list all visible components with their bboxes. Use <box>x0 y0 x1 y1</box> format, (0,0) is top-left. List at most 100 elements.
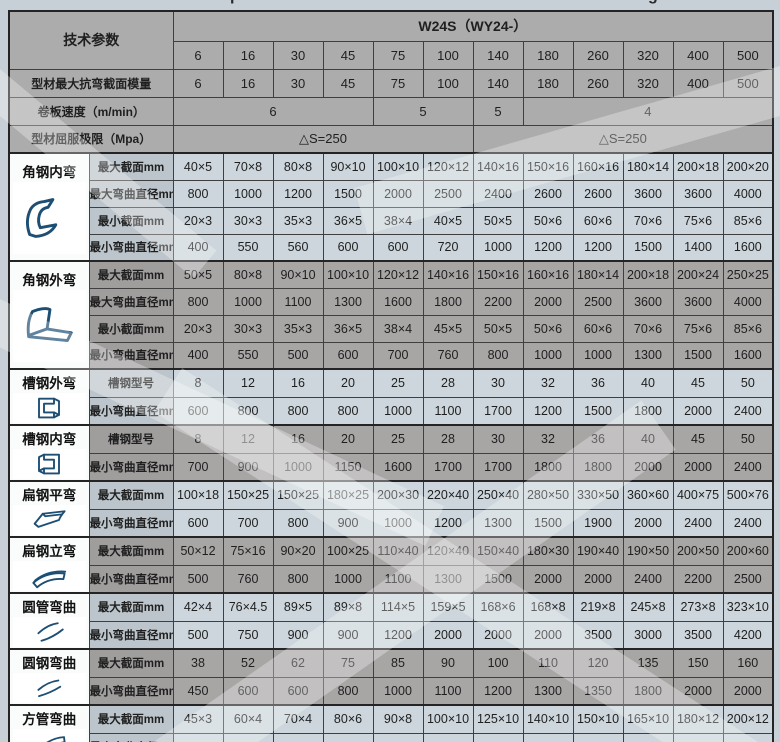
value-cell: 200×18 <box>672 152 724 181</box>
value-cell: 1800 <box>522 452 574 482</box>
value-cell: 760 <box>422 341 474 370</box>
spec-value-cell: 400 <box>672 68 724 98</box>
value-cell: 8 <box>172 368 224 398</box>
spec-value-cell: 180 <box>522 68 574 98</box>
column-header-cell: 6 <box>172 40 224 70</box>
value-cell: 125×10 <box>472 704 524 734</box>
value-cell: 2000 <box>472 620 524 650</box>
section-cell: 角钢内弯 <box>8 152 90 262</box>
value-cell: 140×10 <box>522 704 574 734</box>
value-cell: 2600 <box>572 179 624 208</box>
column-header-cell: 16 <box>222 40 274 70</box>
value-cell: 180×14 <box>622 152 674 181</box>
value-cell: 750 <box>172 732 224 742</box>
value-cell: 45 <box>672 424 724 454</box>
value-cell: 50×5 <box>472 314 524 343</box>
value-cell: 150 <box>672 648 724 678</box>
value-cell: 1500 <box>572 396 624 426</box>
column-header-cell: 30 <box>272 40 324 70</box>
value-cell: 4000 <box>722 179 774 208</box>
value-cell: 3500 <box>672 732 724 742</box>
value-cell: 1100 <box>272 287 324 316</box>
value-cell: 1600 <box>372 287 424 316</box>
section-icon-box <box>13 290 86 362</box>
value-cell: 2200 <box>472 287 524 316</box>
value-cell: 550 <box>222 341 274 370</box>
value-cell: 200×30 <box>372 480 424 510</box>
value-cell: 1000 <box>222 179 274 208</box>
channel-steel-inner-bend-icon <box>38 453 61 475</box>
section-icon-box <box>13 449 86 479</box>
value-cell: 200×18 <box>622 260 674 289</box>
value-cell: 250×40 <box>472 480 524 510</box>
row-label-cell: 最小弯曲直径mm <box>88 233 174 262</box>
value-cell: 50×12 <box>172 536 224 566</box>
angle-steel-outer-bend-icon <box>26 307 73 342</box>
section-cell: 方管弯曲 <box>8 704 90 742</box>
value-cell: 5000 <box>722 732 774 742</box>
value-cell: 1200 <box>372 620 424 650</box>
value-cell: 560 <box>272 233 324 262</box>
value-cell: 800 <box>472 341 524 370</box>
value-cell: 550 <box>222 233 274 262</box>
value-cell: 159×5 <box>422 592 474 622</box>
value-cell: 80×6 <box>322 704 374 734</box>
value-cell: 219×8 <box>572 592 624 622</box>
value-cell: 220×40 <box>422 480 474 510</box>
value-cell: 1500 <box>672 341 724 370</box>
value-cell: 1300 <box>322 287 374 316</box>
flat-steel-edge-bend-icon <box>32 570 67 589</box>
value-cell: 2000 <box>622 508 674 538</box>
value-cell: 4200 <box>722 620 774 650</box>
value-cell: 190×50 <box>622 536 674 566</box>
value-cell: 2000 <box>672 676 724 706</box>
row-label-cell: 最大截面mm <box>88 536 174 566</box>
spec-value-cell: 6 <box>172 68 224 98</box>
value-cell: 38×4 <box>372 206 424 235</box>
row-label-cell: 最大截面mm <box>88 704 174 734</box>
value-cell: 4000 <box>722 287 774 316</box>
section-cell: 圆钢弯曲 <box>8 648 90 706</box>
value-cell: 1000 <box>472 233 524 262</box>
value-cell: 1400 <box>672 233 724 262</box>
value-cell: 2400 <box>722 452 774 482</box>
value-cell: 2500 <box>572 287 624 316</box>
value-cell: 700 <box>372 341 424 370</box>
value-cell: 25 <box>372 368 424 398</box>
value-cell: 1100 <box>422 676 474 706</box>
value-cell: 120×12 <box>422 152 474 181</box>
value-cell: 150×25 <box>272 480 324 510</box>
spec-row-label: 型材最大抗弯截面模量 <box>8 68 174 98</box>
value-cell: 20 <box>322 368 374 398</box>
spec-value-cell: 260 <box>572 68 624 98</box>
value-cell: 60×4 <box>222 704 274 734</box>
value-cell: 1700 <box>472 396 524 426</box>
value-cell: 90×20 <box>272 536 324 566</box>
value-cell: 20 <box>322 424 374 454</box>
value-cell: 1600 <box>372 452 424 482</box>
value-cell: 1300 <box>522 676 574 706</box>
value-cell: 1000 <box>272 732 324 742</box>
value-cell: 1500 <box>472 564 524 594</box>
value-cell: 1000 <box>272 452 324 482</box>
value-cell: 1800 <box>572 452 624 482</box>
section-cell: 扁钢平弯 <box>8 480 90 538</box>
row-label-cell: 最小弯曲直径mm <box>88 564 174 594</box>
spec-value-cell: 500 <box>722 68 774 98</box>
value-cell: 273×8 <box>672 592 724 622</box>
value-cell: 2400 <box>722 396 774 426</box>
section-name: 圆钢弯曲 <box>22 656 77 671</box>
value-cell: 1500 <box>522 508 574 538</box>
column-header-cell: 75 <box>372 40 424 70</box>
value-cell: 1200 <box>422 508 474 538</box>
section-icon-box <box>13 673 86 703</box>
value-cell: 28 <box>422 424 474 454</box>
value-cell: 12 <box>222 424 274 454</box>
value-cell: 70×6 <box>622 314 674 343</box>
value-cell: 90 <box>422 648 474 678</box>
value-cell: 1600 <box>722 341 774 370</box>
value-cell: 20×3 <box>172 206 224 235</box>
value-cell: 600 <box>172 508 224 538</box>
value-cell: 2400 <box>722 508 774 538</box>
value-cell: 38 <box>172 648 224 678</box>
